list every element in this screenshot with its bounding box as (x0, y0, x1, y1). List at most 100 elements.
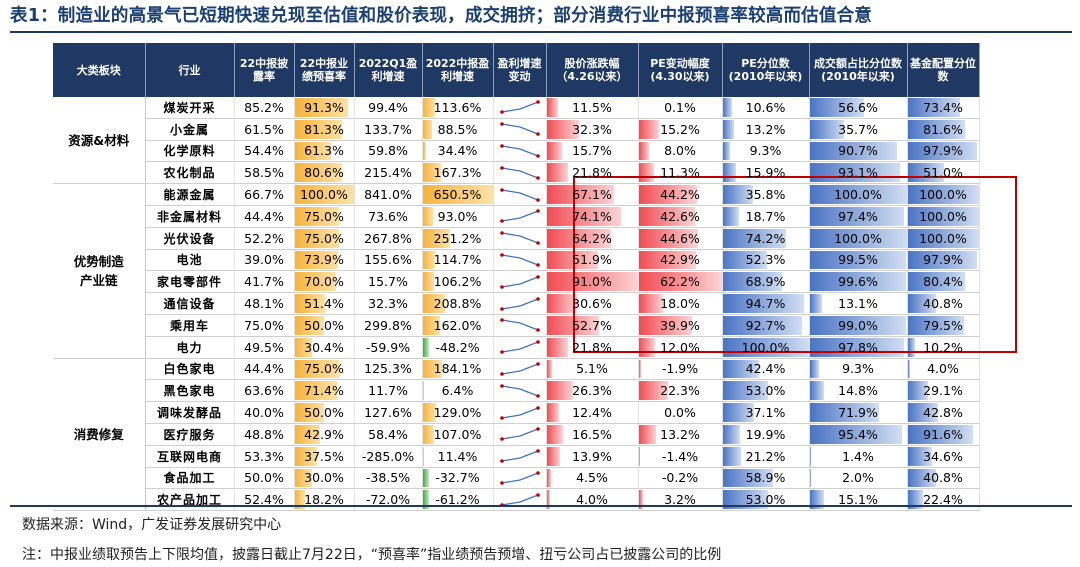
industry-name: 家电零部件 (145, 270, 235, 294)
cell-value: 0.1% (664, 99, 696, 115)
data-bar (638, 228, 698, 248)
sparkline-point (535, 274, 540, 279)
trend-sparkline (493, 270, 547, 294)
value-cell: -285.0% (354, 445, 423, 468)
data-bar (294, 446, 317, 466)
cell-value: 4.0% (576, 492, 608, 508)
value-cell: 97.4% (809, 205, 908, 228)
value-cell: 99.0% (809, 314, 908, 337)
sparkline-path (501, 428, 538, 440)
industry-name: 乘用车 (145, 314, 235, 337)
value-cell: 75.0% (234, 314, 295, 337)
cell-value: 51.0% (923, 165, 963, 181)
value-cell: 54.4% (234, 140, 295, 163)
cell-value: 35.8% (745, 187, 786, 203)
data-bar (907, 141, 977, 161)
cell-value: 58.4% (368, 426, 408, 442)
data-bar (638, 446, 641, 466)
cell-value: 1.4% (842, 448, 874, 464)
value-cell: 71.9% (809, 401, 908, 424)
cell-value: 85.2% (244, 99, 284, 115)
cell-value: 52.4% (244, 492, 284, 508)
sparkline-path (501, 254, 538, 266)
data-bar (546, 185, 614, 204)
value-cell: 15.7% (354, 270, 423, 294)
data-bar (809, 446, 811, 466)
sparkline-point (535, 154, 540, 158)
value-cell: 215.4% (354, 161, 423, 185)
value-cell: 94.7% (722, 292, 810, 315)
cell-value: -1.9% (661, 361, 699, 377)
data-bar (907, 490, 924, 510)
cell-value: 97.9% (923, 143, 963, 159)
value-cell: 99.4% (354, 97, 423, 119)
cell-value: 32.3% (572, 121, 612, 137)
cell-value: 70.0% (304, 274, 344, 290)
cell-value: -59.9% (365, 339, 411, 355)
cell-value: 127.6% (364, 405, 412, 421)
value-cell: 13.2% (638, 423, 723, 446)
cell-value: 91.3% (304, 99, 344, 115)
value-cell: 52.4% (234, 488, 295, 512)
category-cell: 消费修复 (53, 357, 146, 512)
data-bar (422, 381, 424, 401)
value-cell: 18.7% (722, 205, 810, 228)
value-cell: 50.0% (294, 314, 355, 337)
cell-value: 79.5% (923, 317, 963, 333)
data-bar (809, 206, 904, 226)
value-cell: 42.4% (722, 357, 810, 381)
data-bar (294, 424, 320, 444)
data-bar (638, 185, 698, 204)
industry-name: 能源金属 (145, 183, 235, 206)
data-bar (638, 315, 692, 335)
value-cell: 4.5% (546, 467, 639, 490)
sparkline-point (535, 340, 540, 344)
sparkline-path (501, 188, 538, 201)
data-bar (546, 424, 563, 444)
table-row: 化学原料 54.4% 61.3% 59.8% 34.4% 15.7% 8.0% 9.3% 90.… (53, 140, 980, 163)
cell-value: 100.0% (300, 187, 348, 203)
cell-value: 53.3% (244, 448, 284, 464)
data-bar (809, 272, 906, 292)
value-cell: -48.2% (422, 336, 494, 359)
cell-value: 13.2% (660, 426, 700, 442)
value-cell: 11.5% (546, 97, 639, 119)
value-cell: 73.6% (354, 205, 423, 228)
cell-value: 11.5% (572, 99, 612, 115)
cell-value: 59.8% (368, 143, 408, 159)
value-cell: 81.6% (907, 118, 980, 141)
sparkline-path (501, 450, 538, 462)
column-header: 大类板块 (53, 43, 146, 97)
sparkline-point (535, 296, 540, 301)
value-cell: 58.9% (722, 467, 810, 490)
table-row: 乘用车 75.0% 50.0% 299.8% 162.0% 52.7% 39.9% 92.7%… (53, 314, 980, 337)
title-divider (10, 31, 1072, 33)
cell-value: 99.6% (838, 274, 878, 290)
cell-value: 97.4% (838, 208, 878, 224)
cell-value: 10.2% (923, 339, 963, 355)
value-cell: 100.0% (722, 336, 810, 359)
cell-value: 35.7% (838, 121, 878, 137)
data-bar (546, 294, 578, 313)
sparkline-point (499, 231, 504, 235)
cell-value: 94.7% (745, 296, 786, 312)
value-cell: 40.8% (907, 467, 980, 490)
cell-value: 53.0% (745, 492, 786, 508)
data-bar (907, 185, 978, 204)
value-cell: 61.3% (294, 140, 355, 163)
sparkline-path (501, 123, 538, 135)
cell-value: 107.0% (433, 426, 482, 442)
cell-value: 13.1% (838, 296, 878, 312)
value-cell: 75.0% (294, 357, 355, 381)
cell-value: 32.3% (368, 296, 408, 312)
data-bar (722, 141, 731, 161)
cell-value: 81.3% (304, 121, 344, 137)
value-cell: 0.1% (638, 97, 723, 119)
cell-value: 74.2% (745, 230, 786, 246)
cell-value: 93.0% (437, 208, 478, 224)
data-bar (907, 250, 977, 270)
cell-value: 8.0% (664, 143, 696, 159)
data-bar (722, 468, 774, 488)
value-cell: 52.2% (234, 227, 295, 250)
value-cell: 299.8% (354, 314, 423, 337)
